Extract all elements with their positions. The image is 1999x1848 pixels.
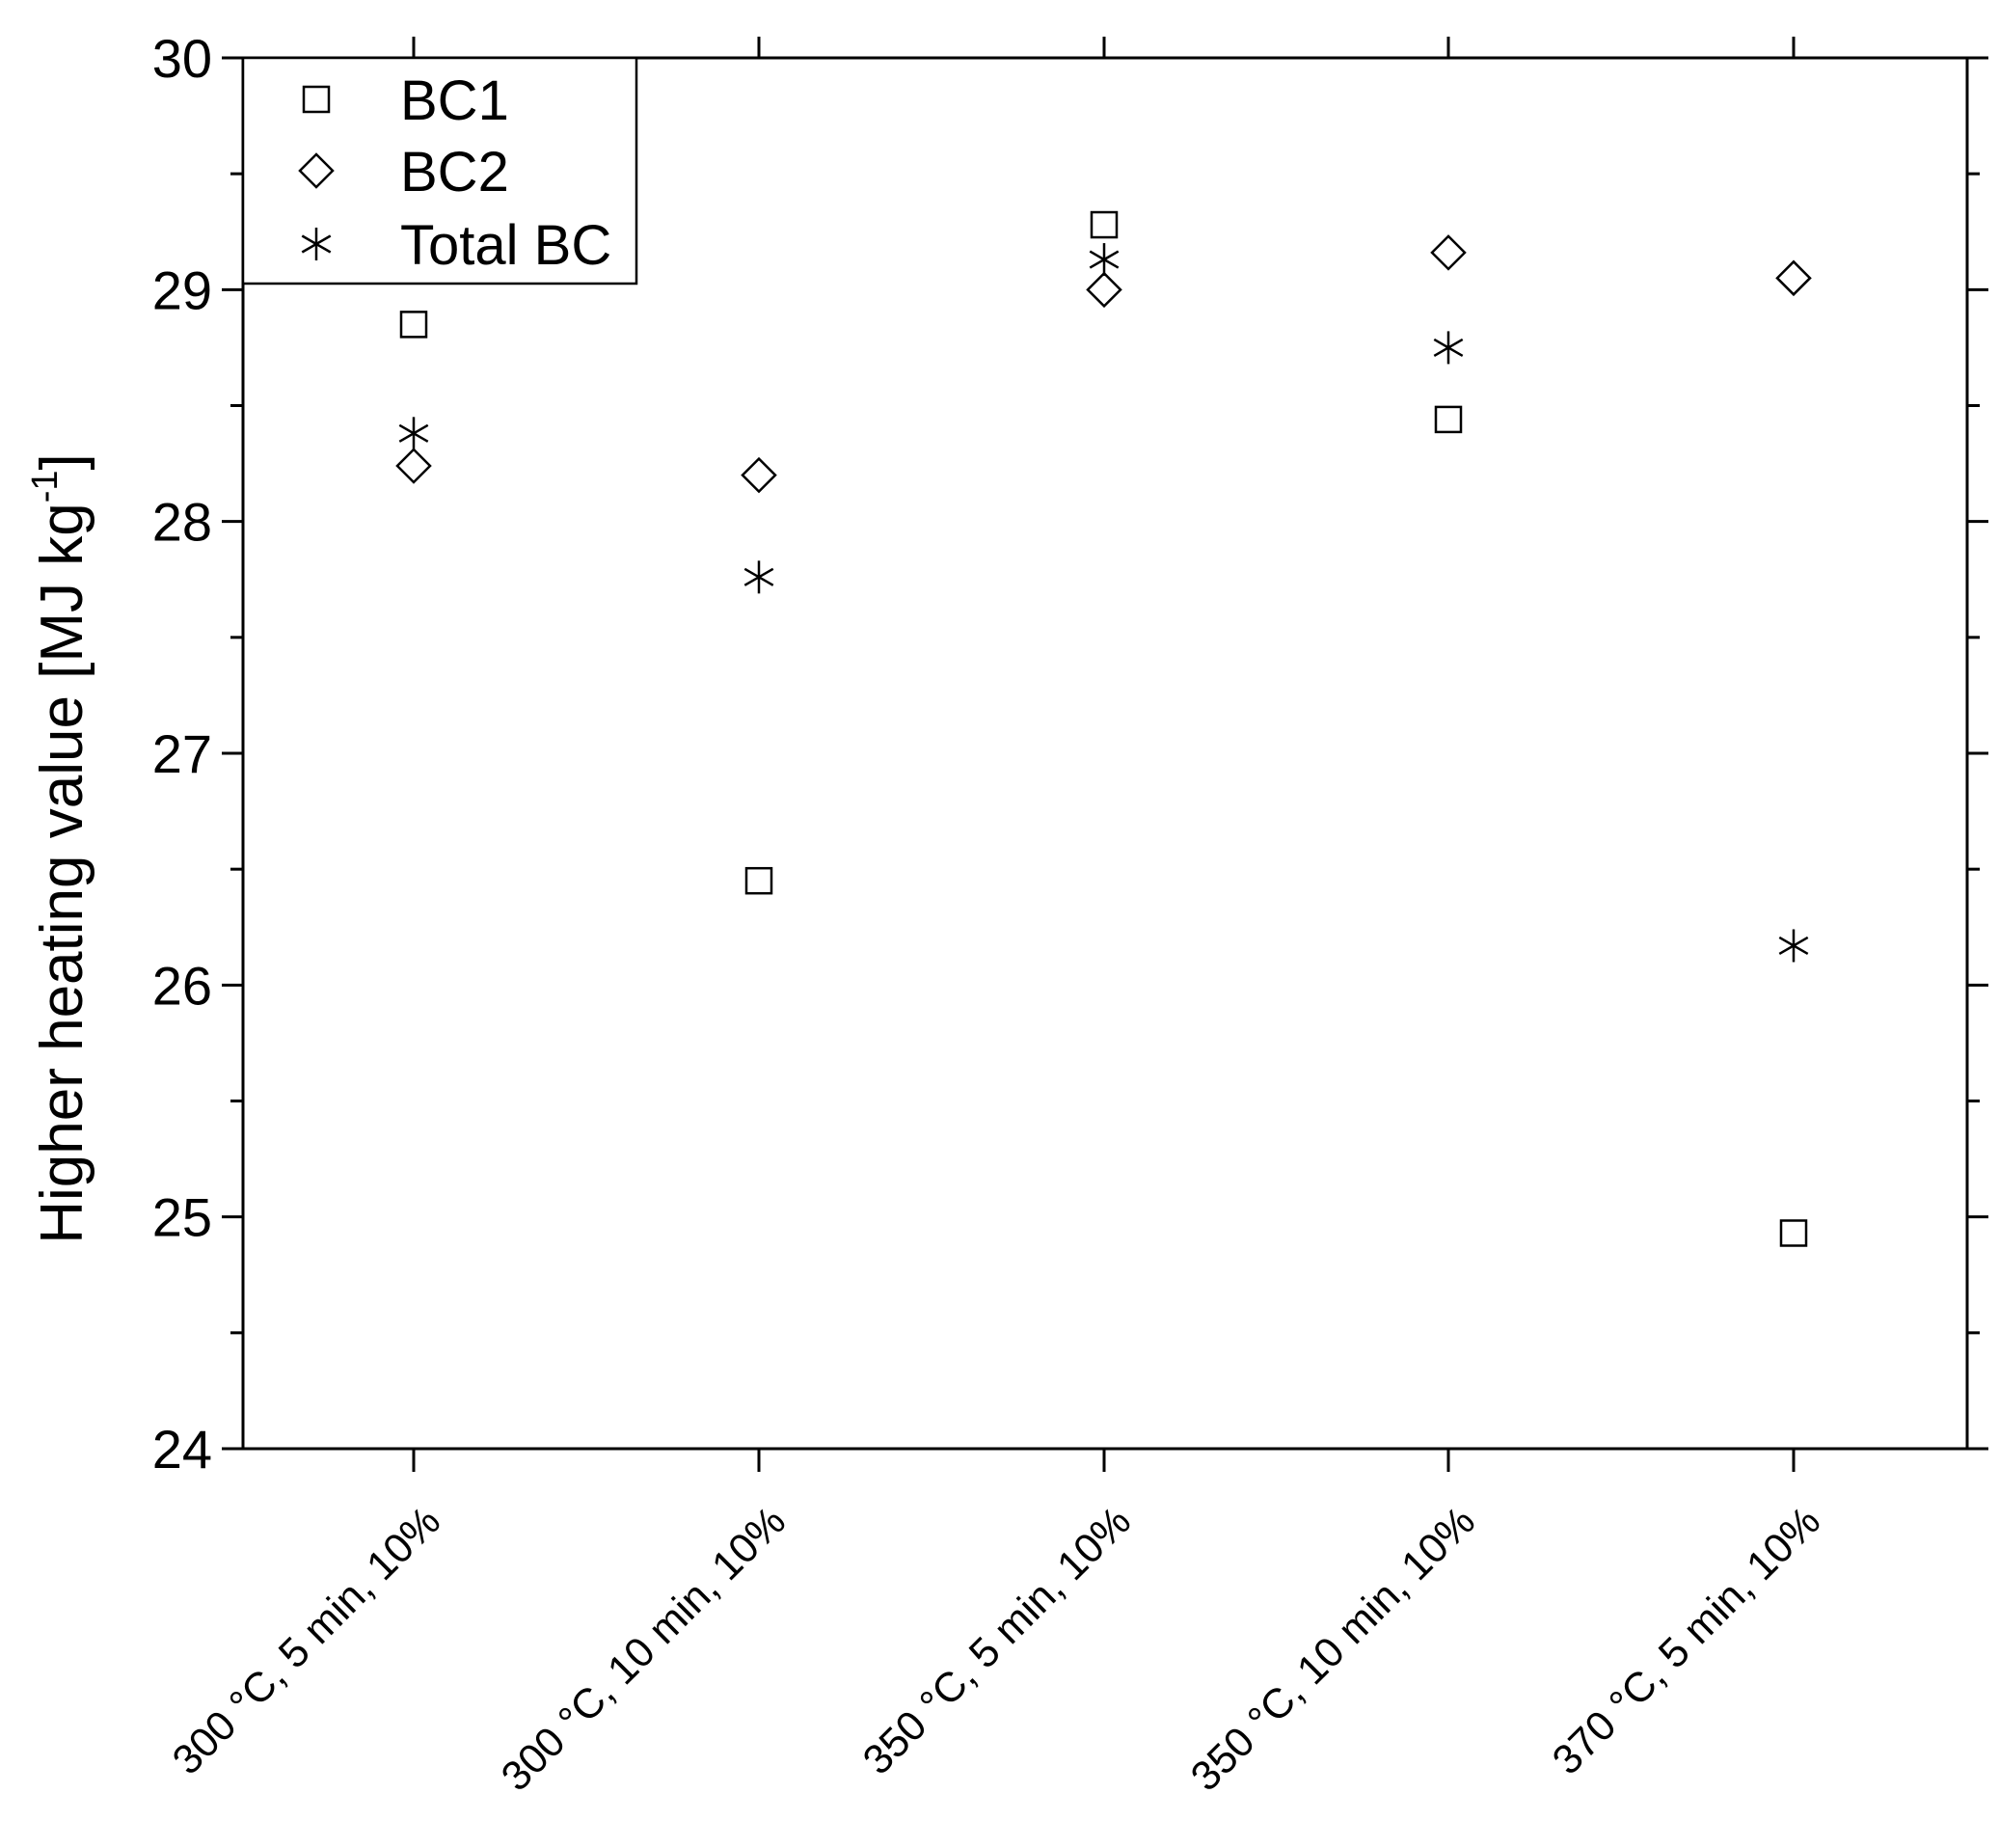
point-bc2	[1086, 271, 1122, 309]
x-tick-label: 300 °C, 5 min, 10%	[164, 1498, 449, 1783]
y-tick-label: 28	[152, 492, 212, 553]
y-tick-label: 29	[152, 259, 212, 320]
y-tick-label: 30	[152, 28, 212, 89]
point-total-bc	[398, 417, 429, 450]
point-bc1	[1090, 210, 1119, 239]
y-axis-label: Higher heating value [MJ kg-1]	[25, 453, 95, 1244]
point-bc2	[395, 448, 432, 484]
x-tick-label: 370 °C, 5 min, 10%	[1544, 1498, 1829, 1783]
legend-box	[241, 56, 638, 285]
point-bc1	[1434, 405, 1463, 434]
y-tick-label: 26	[152, 955, 212, 1016]
y-tick-label: 25	[152, 1187, 212, 1248]
y-tick-label: 24	[152, 1419, 212, 1480]
legend-marker-bc1	[302, 85, 331, 114]
y-tick-label: 27	[152, 723, 212, 784]
point-total-bc	[1089, 243, 1120, 277]
point-bc1	[1779, 1219, 1808, 1247]
legend-marker-bc2	[298, 152, 335, 189]
legend: BC1 BC2 Total BC	[241, 56, 638, 285]
point-total-bc	[1778, 929, 1809, 963]
y-axis-label-superscript: -1	[25, 470, 66, 503]
data-points	[395, 210, 1812, 1247]
x-tick-label: 350 °C, 5 min, 10%	[854, 1498, 1140, 1783]
x-tick-label: 300 °C, 10 min, 10%	[493, 1498, 795, 1800]
point-total-bc	[743, 560, 774, 594]
point-total-bc	[1433, 331, 1464, 365]
x-tick-label: 350 °C, 10 min, 10%	[1182, 1498, 1484, 1800]
point-bc1	[744, 866, 773, 895]
point-bc2	[1775, 259, 1812, 297]
point-bc1	[399, 311, 428, 339]
legend-label-total-bc: Total BC	[400, 214, 611, 277]
point-bc2	[1430, 234, 1467, 271]
point-bc2	[741, 456, 777, 494]
legend-marker-total-bc	[301, 228, 332, 260]
axes: 24 25 26 27 28 29 30 300 °C, 5 min, 10% 300 °C, …	[152, 28, 1988, 1800]
legend-label-bc2: BC2	[400, 141, 509, 204]
legend-label-bc1: BC1	[400, 69, 509, 132]
